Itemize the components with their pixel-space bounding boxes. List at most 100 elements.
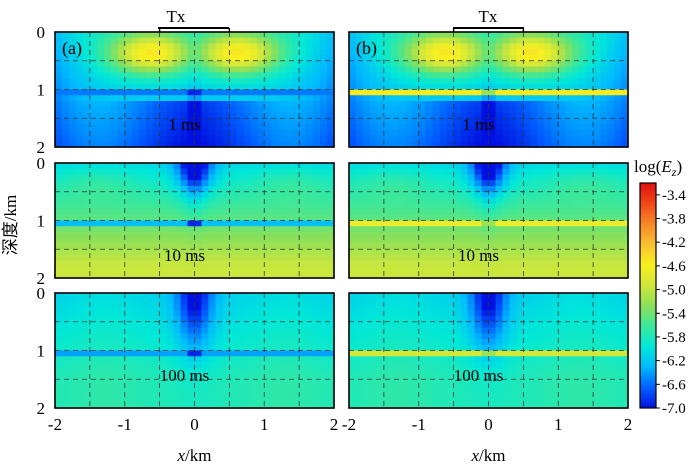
heat-cell	[404, 168, 413, 176]
heat-cell	[292, 191, 300, 199]
heat-cell	[89, 362, 98, 369]
heat-cell	[117, 129, 126, 137]
heat-cell	[481, 141, 490, 148]
heat-cell	[180, 141, 189, 148]
heat-cell	[110, 293, 119, 300]
heat-cell	[292, 293, 300, 300]
heat-cell	[257, 209, 265, 216]
heat-cell	[509, 60, 517, 68]
heat-cell	[208, 55, 217, 62]
heat-cell	[243, 316, 251, 323]
heat-cell	[523, 255, 531, 262]
heat-cell	[516, 243, 524, 250]
heat-cell	[488, 129, 497, 137]
heat-cell	[159, 37, 168, 45]
heat-cell	[89, 232, 98, 239]
heat-cell	[544, 298, 552, 306]
heat-cell	[614, 379, 622, 386]
heat-cell	[313, 243, 321, 250]
heat-cell	[593, 255, 601, 262]
heat-cell	[411, 379, 420, 386]
heat-cell	[124, 55, 133, 62]
heat-cell	[432, 72, 441, 79]
heat-cell	[439, 37, 448, 45]
heat-cell	[572, 43, 580, 50]
heat-cell	[278, 232, 286, 239]
heat-cell	[439, 243, 448, 250]
heat-cell	[593, 402, 601, 409]
heat-cell	[544, 362, 552, 369]
heat-cell	[166, 163, 175, 170]
heat-cell	[537, 72, 545, 79]
heat-cell	[243, 367, 251, 375]
heat-cell	[349, 390, 357, 398]
heat-cell	[460, 260, 469, 268]
heat-cell	[621, 66, 629, 73]
heat-cell	[474, 339, 483, 346]
heat-cell	[124, 37, 133, 45]
heat-cell	[349, 232, 357, 239]
heat-cell	[621, 321, 629, 329]
heat-cell	[299, 95, 307, 102]
heat-cell	[355, 220, 364, 227]
heat-cell	[418, 174, 427, 181]
heat-cell	[530, 209, 538, 216]
heat-cell	[152, 72, 161, 79]
heat-cell	[117, 191, 126, 199]
heat-cell	[593, 66, 601, 73]
heat-cell	[558, 255, 566, 262]
heat-cell	[614, 333, 622, 340]
heat-cell	[271, 298, 279, 306]
heat-cell	[621, 249, 629, 256]
heat-cell	[572, 390, 580, 398]
heat-cell	[250, 344, 258, 352]
heat-cell	[320, 191, 328, 199]
heat-cell	[439, 266, 448, 273]
heat-cell	[411, 32, 420, 39]
heat-cell	[194, 49, 203, 56]
heat-cell	[516, 321, 524, 329]
heat-cell	[565, 55, 573, 62]
heat-cell	[544, 37, 552, 45]
heat-cell	[446, 180, 455, 187]
heat-cell	[110, 214, 119, 222]
heat-cell	[488, 180, 497, 187]
heat-cell	[558, 89, 566, 96]
heat-cell	[530, 396, 538, 403]
heat-cell	[124, 226, 133, 233]
heat-cell	[82, 32, 91, 39]
heat-cell	[488, 95, 497, 102]
heat-cell	[299, 174, 307, 181]
heat-cell	[488, 66, 497, 73]
heat-cell	[376, 402, 385, 409]
heat-cell	[544, 180, 552, 187]
heat-cell	[383, 106, 392, 114]
heat-cell	[523, 174, 531, 181]
heat-cell	[75, 344, 84, 352]
heat-cell	[166, 237, 175, 245]
heat-cell	[355, 226, 364, 233]
heat-cell	[306, 214, 314, 222]
colorbar-tick-label: -7.0	[662, 401, 686, 417]
heat-cell	[124, 339, 133, 346]
heat-cell	[173, 310, 182, 317]
heat-cell	[369, 37, 378, 45]
heat-cell	[390, 186, 399, 193]
heat-cell	[166, 255, 175, 262]
heat-cell	[600, 129, 608, 137]
heat-cell	[201, 339, 210, 346]
heat-cell	[236, 339, 244, 346]
heat-cell	[187, 260, 196, 268]
heat-cell	[166, 112, 175, 119]
heat-cell	[509, 66, 517, 73]
heat-cell	[194, 112, 203, 119]
heat-cell	[509, 129, 517, 137]
heat-cell	[544, 124, 552, 131]
heat-cell	[208, 249, 217, 256]
heat-cell	[544, 32, 552, 39]
heat-cell	[187, 95, 196, 102]
heat-cell	[383, 310, 392, 317]
heat-cell	[474, 304, 483, 311]
heat-cell	[502, 186, 511, 193]
heat-cell	[208, 350, 217, 357]
